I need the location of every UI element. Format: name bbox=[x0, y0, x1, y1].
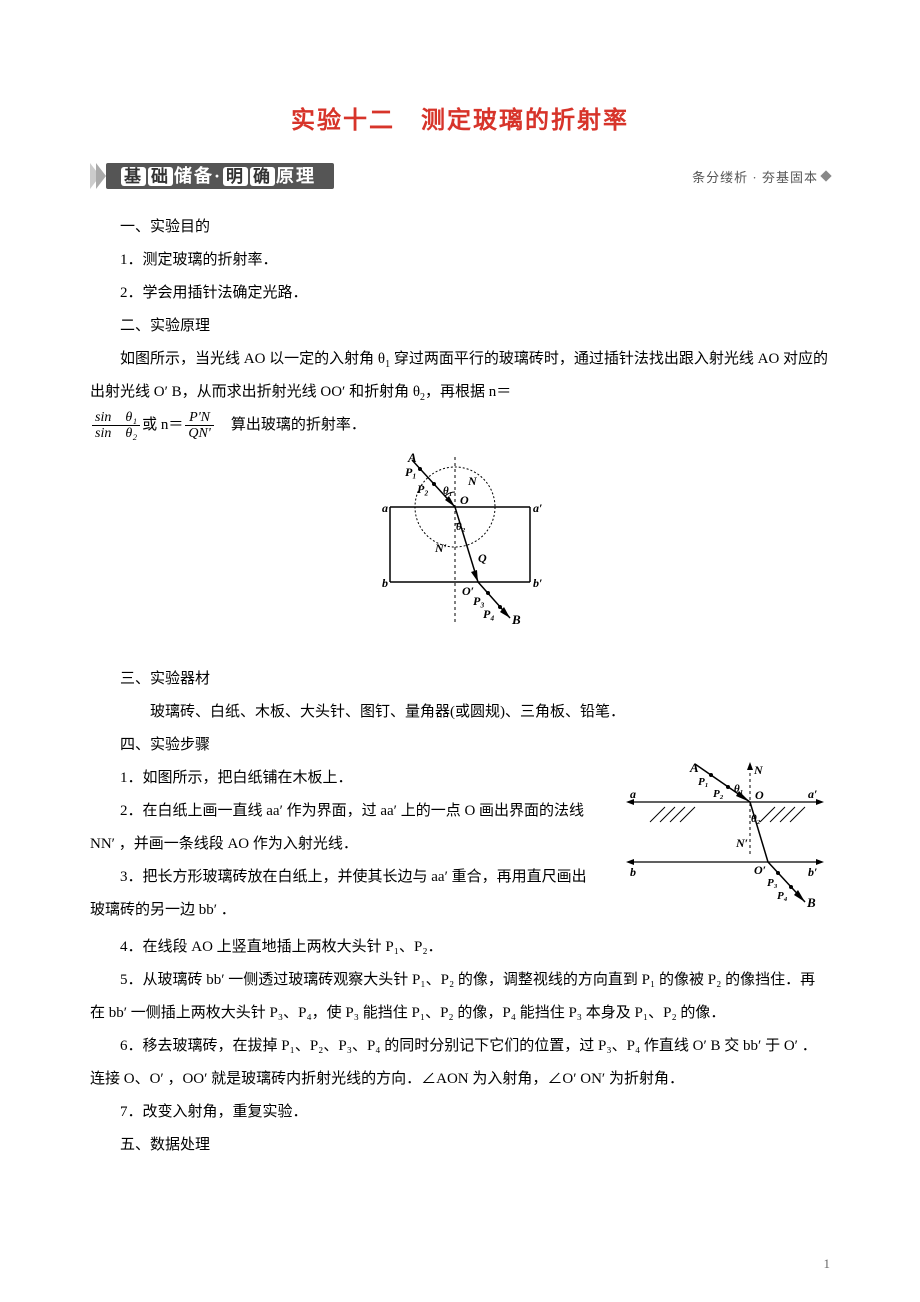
heading-3: 三、实验器材 bbox=[90, 663, 830, 696]
heading-4: 四、实验步骤 bbox=[90, 729, 830, 762]
label: P₂ bbox=[713, 788, 724, 800]
label: P₄ bbox=[483, 607, 495, 621]
label: O bbox=[755, 788, 764, 802]
label: b′ bbox=[533, 576, 542, 590]
label: B bbox=[511, 612, 521, 627]
diamond-icon bbox=[820, 170, 831, 181]
heading-1: 一、实验目的 bbox=[90, 211, 830, 244]
figure-2: A N P₁ P₂ θ₁ O a a′ θ₂ N′ b b′ O′ P₃ P₄ … bbox=[610, 762, 830, 925]
label: P₂ bbox=[417, 482, 429, 496]
label: θ₂ bbox=[751, 813, 761, 825]
label: P₄ bbox=[777, 890, 788, 902]
label: b′ bbox=[808, 865, 817, 879]
paragraph: 如图所示，当光线 AO 以一定的入射角 θ1 穿过两面平行的玻璃砖时，通过插针法… bbox=[90, 343, 830, 409]
label: θ₂ bbox=[456, 521, 466, 533]
paragraph: 1．测定玻璃的折射率． bbox=[90, 244, 830, 277]
page-number: 1 bbox=[824, 1256, 831, 1272]
label: A bbox=[407, 452, 417, 465]
content-body: 一、实验目的 1．测定玻璃的折射率． 2．学会用插针法确定光路． 二、实验原理 … bbox=[90, 211, 830, 1162]
label: b bbox=[382, 576, 388, 590]
section-banner-row: 基础储备·明确原理 条分缕析 · 夯基固本 bbox=[90, 163, 830, 189]
step: 5．从玻璃砖 bb′ 一侧透过玻璃砖观察大头针 P₁、P₂ 的像，调整视线的方向… bbox=[90, 964, 830, 1030]
label: a′ bbox=[533, 501, 542, 515]
label: a bbox=[382, 501, 388, 515]
label: b bbox=[630, 865, 636, 879]
fraction: sin θ₁ sin θ₂ bbox=[92, 410, 140, 442]
label: N′ bbox=[434, 541, 447, 555]
label: B bbox=[806, 895, 816, 910]
banner-right-label: 条分缕析 · 夯基固本 bbox=[692, 167, 830, 186]
step: 7．改变入射角，重复实验． bbox=[90, 1096, 830, 1129]
label: a′ bbox=[808, 787, 817, 801]
figure-1: A P₁ P₂ N θ₁ O a a′ θ₂ N′ Q b b′ O′ P₃ P… bbox=[90, 452, 830, 645]
label: P₃ bbox=[767, 877, 778, 889]
label: N bbox=[753, 763, 764, 777]
label: N bbox=[467, 474, 478, 488]
step: 4．在线段 AO 上竖直地插上两枚大头针 P₁、P₂． bbox=[90, 931, 830, 964]
refraction-setup-icon: A N P₁ P₂ θ₁ O a a′ θ₂ N′ b b′ O′ P₃ P₄ … bbox=[610, 762, 830, 912]
fraction: P'N QN' bbox=[185, 410, 213, 442]
refraction-diagram-icon: A P₁ P₂ N θ₁ O a a′ θ₂ N′ Q b b′ O′ P₃ P… bbox=[360, 452, 560, 632]
step: 6．移去玻璃砖，在拔掉 P₁、P₂、P₃、P₄ 的同时分别记下它们的位置，过 P… bbox=[90, 1030, 830, 1096]
label: O bbox=[460, 493, 469, 507]
label: a bbox=[630, 787, 636, 801]
label: A bbox=[689, 762, 699, 775]
label: θ₁ bbox=[443, 485, 453, 497]
label: θ₁ bbox=[734, 783, 744, 795]
paragraph: 2．学会用插针法确定光路． bbox=[90, 277, 830, 310]
formula-line: sin θ₁ sin θ₂ 或 n＝ P'N QN' 算出玻璃的折射率． bbox=[90, 409, 830, 442]
heading-5: 五、数据处理 bbox=[90, 1129, 830, 1162]
label: P₁ bbox=[405, 465, 417, 479]
page-title: 实验十二 测定玻璃的折射率 bbox=[90, 100, 830, 135]
chevron-icon bbox=[96, 163, 106, 189]
label: O′ bbox=[754, 863, 766, 877]
section-banner: 基础储备·明确原理 bbox=[90, 163, 334, 189]
label: P₁ bbox=[698, 776, 709, 788]
label: P₃ bbox=[473, 594, 485, 608]
heading-2: 二、实验原理 bbox=[90, 310, 830, 343]
page: 实验十二 测定玻璃的折射率 基础储备·明确原理 条分缕析 · 夯基固本 一、实验… bbox=[0, 0, 920, 1302]
label: Q bbox=[478, 551, 487, 565]
paragraph: 玻璃砖、白纸、木板、大头针、图钉、量角器(或圆规)、三角板、铅笔． bbox=[90, 696, 830, 729]
banner-label: 基础储备·明确原理 bbox=[106, 163, 334, 189]
label: N′ bbox=[735, 836, 748, 850]
